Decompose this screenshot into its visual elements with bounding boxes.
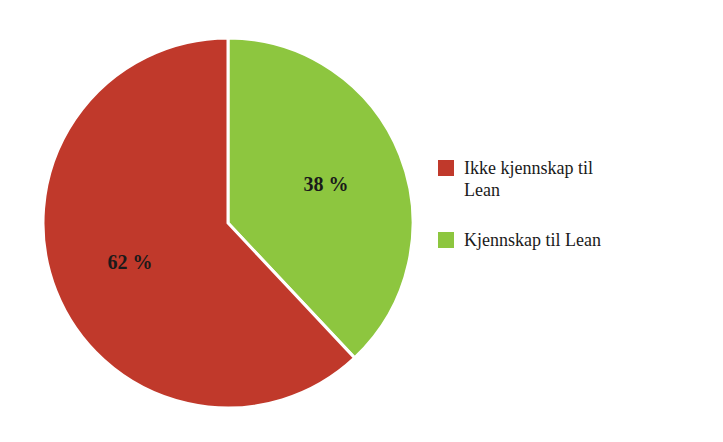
svg-text:62 %: 62 % <box>107 251 152 273</box>
svg-text:38 %: 38 % <box>304 173 349 195</box>
html-text:Kjennskap til Lean: Kjennskap til Lean <box>464 230 601 250</box>
html-text:Ikke kjennskap til Lean: Ikke kjennskap til Lean <box>464 158 593 200</box>
